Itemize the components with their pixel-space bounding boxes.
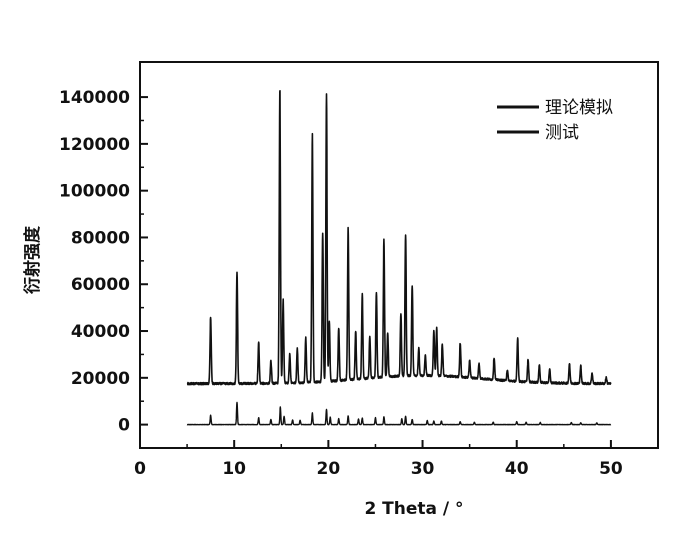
- y-tick-label-80000: 80000: [71, 228, 130, 248]
- x-tick-label-10: 10: [222, 459, 246, 479]
- x-tick-label-20: 20: [317, 459, 341, 479]
- y-tick-label-140000: 140000: [59, 88, 130, 108]
- x-tick-label-30: 30: [411, 459, 435, 479]
- y-tick-label-20000: 20000: [71, 369, 130, 389]
- legend-label-simulated: 理论模拟: [545, 98, 613, 118]
- series-line-simulated: [186, 401, 612, 426]
- x-axis-title: 2 Theta / °: [364, 499, 463, 519]
- legend: 理论模拟 测试: [497, 98, 613, 143]
- y-axis-title: 衍射强度: [22, 225, 43, 294]
- x-tick-label-50: 50: [599, 459, 623, 479]
- y-tick-label-100000: 100000: [59, 182, 130, 202]
- y-tick-label-0: 0: [118, 416, 130, 436]
- y-tick-label-40000: 40000: [71, 322, 130, 342]
- y-tick-label-120000: 120000: [59, 135, 130, 155]
- y-tick-label-60000: 60000: [71, 275, 130, 295]
- plot-frame: [139, 61, 659, 449]
- x-tick-label-0: 0: [134, 459, 146, 479]
- ticks-layer: 0 10 20 30 40 50 0 20000 40000 60000 80000 100000 12…: [59, 88, 623, 479]
- series-line-measured: [186, 90, 612, 386]
- x-tick-label-40: 40: [505, 459, 529, 479]
- series-layer: [186, 90, 612, 426]
- legend-label-measured: 测试: [545, 123, 579, 143]
